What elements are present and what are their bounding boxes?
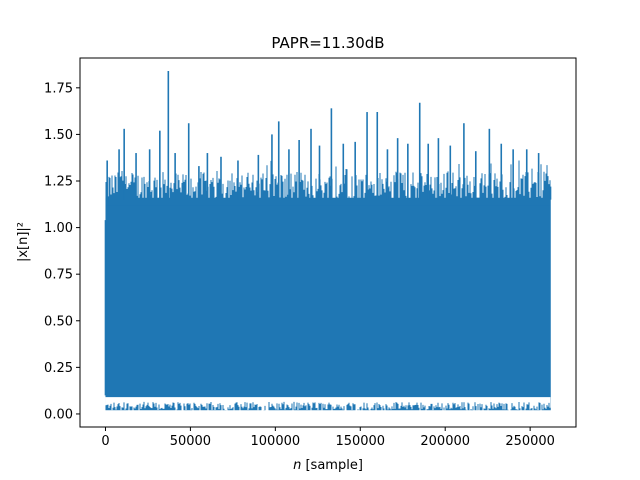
x-axis-ticks: 0 50000 100000 150000 200000 250000 [101,427,555,449]
x-tick-label-4: 200000 [420,434,470,449]
y-tick-label-4: 1.00 [44,221,73,236]
y-axis-ticks: 0.00 0.25 0.50 0.75 1.00 1.25 1.50 1.75 [44,81,80,422]
y-tick-label-2: 0.50 [44,314,73,329]
y-tick-label-3: 0.75 [44,268,73,283]
signal-upper-edge [105,160,551,206]
signal-band [105,197,551,411]
chart-title: PAPR=11.30dB [271,34,384,52]
y-tick-label-1: 0.25 [44,361,73,376]
x-tick-label-2: 100000 [251,434,301,449]
x-tick-label-0: 0 [101,434,109,449]
y-tick-label-0: 0.00 [44,407,73,422]
plot-area [104,71,552,412]
y-tick-label-5: 1.25 [44,175,73,190]
x-axis-label: n [sample] [293,458,363,473]
y-tick-label-7: 1.75 [44,81,73,96]
signal-lower-edge [105,397,551,412]
axes-frame [79,57,577,428]
x-tick-label-1: 50000 [170,434,211,449]
x-tick-label-5: 250000 [505,434,555,449]
x-tick-label-3: 150000 [335,434,385,449]
y-tick-label-6: 1.50 [44,128,73,143]
y-axis-label: |x[n]|² [16,222,31,262]
